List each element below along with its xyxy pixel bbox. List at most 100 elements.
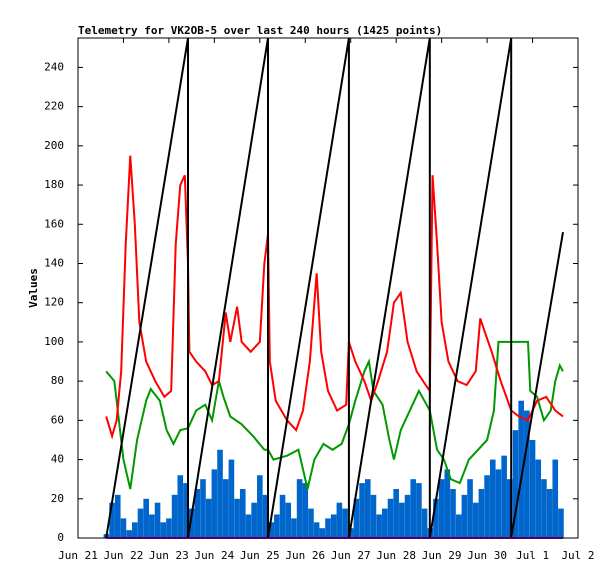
bar — [347, 528, 354, 538]
y-tick-label: 220 — [44, 100, 64, 113]
bar — [228, 459, 235, 538]
bar — [211, 469, 218, 538]
x-tick-label: Jun 27 — [331, 549, 371, 562]
bar — [257, 475, 263, 538]
bar — [325, 518, 331, 538]
bar — [291, 518, 297, 538]
bar — [501, 455, 507, 538]
bar — [472, 502, 479, 538]
bar — [222, 479, 229, 538]
x-tick-label: Jun 21 — [58, 549, 98, 562]
bar — [319, 528, 326, 538]
y-tick-label: 40 — [51, 453, 64, 466]
x-tick-label: Jun 23 — [149, 549, 189, 562]
bar — [149, 514, 155, 538]
bar — [535, 459, 542, 538]
bar — [171, 494, 178, 538]
bar — [461, 494, 468, 538]
bar — [126, 530, 132, 538]
series-line — [105, 340, 564, 490]
bar — [404, 494, 411, 538]
y-tick-label: 80 — [51, 374, 64, 387]
bar — [274, 514, 280, 538]
bar — [268, 522, 274, 538]
y-tick-label: 160 — [44, 217, 64, 230]
bar — [302, 483, 309, 538]
x-tick-label: Jul 1 — [516, 549, 549, 562]
bar — [529, 439, 536, 538]
y-tick-label: 140 — [44, 256, 64, 269]
bar — [285, 502, 292, 538]
y-tick-label: 100 — [44, 335, 64, 348]
series-line — [105, 155, 564, 440]
y-tick-label: 60 — [51, 413, 64, 426]
bar — [478, 488, 485, 538]
bar — [518, 400, 524, 538]
bar — [387, 498, 394, 538]
bar — [552, 459, 559, 538]
bar — [160, 522, 167, 538]
bar — [239, 488, 246, 538]
bar — [120, 518, 127, 538]
bar — [512, 430, 519, 538]
bar — [393, 488, 399, 538]
bar — [467, 479, 473, 538]
bar — [313, 522, 320, 538]
bar — [183, 483, 189, 538]
bar — [416, 483, 422, 538]
bar — [364, 479, 371, 538]
bar — [109, 502, 115, 538]
x-tick-label: Jun 24 — [194, 549, 234, 562]
bar — [296, 479, 303, 538]
x-tick-label: Jun 28 — [376, 549, 416, 562]
x-tick-label: Jul 2 — [561, 549, 594, 562]
bar — [132, 522, 138, 538]
bar — [308, 508, 314, 538]
y-tick-label: 0 — [57, 531, 64, 544]
bar — [438, 479, 445, 538]
bar — [234, 498, 240, 538]
bar — [330, 514, 337, 538]
bar — [455, 514, 462, 538]
bar — [421, 508, 428, 538]
bar — [114, 494, 121, 538]
x-tick-label: Jun 30 — [467, 549, 507, 562]
bar — [262, 494, 269, 538]
bar — [177, 475, 184, 538]
y-tick-label: 200 — [44, 139, 64, 152]
x-tick-label: Jun 25 — [240, 549, 280, 562]
bar — [342, 508, 348, 538]
bar — [359, 483, 365, 538]
bar — [353, 498, 360, 538]
bar — [399, 502, 405, 538]
bar — [382, 508, 388, 538]
bar — [489, 459, 496, 538]
bar — [154, 502, 161, 538]
bar — [546, 488, 553, 538]
y-tick-label: 120 — [44, 296, 64, 309]
bar — [524, 410, 530, 538]
x-tick-label: Jun 26 — [285, 549, 325, 562]
bar — [495, 469, 502, 538]
bar — [370, 494, 377, 538]
y-axis-label: Values — [27, 268, 40, 308]
bar — [251, 502, 257, 538]
bar — [279, 494, 286, 538]
bar — [484, 475, 490, 538]
bar — [194, 488, 201, 538]
plot-frame — [77, 37, 579, 539]
bar — [245, 514, 252, 538]
bar — [205, 498, 212, 538]
y-tick-label: 240 — [44, 60, 64, 73]
bar — [433, 498, 439, 538]
bar — [200, 479, 206, 538]
bar — [188, 508, 195, 538]
bar — [166, 518, 172, 538]
bar — [444, 469, 451, 538]
bar — [450, 488, 456, 538]
bar — [376, 514, 382, 538]
bar — [143, 498, 149, 538]
bar — [336, 502, 343, 538]
bar — [410, 479, 417, 538]
